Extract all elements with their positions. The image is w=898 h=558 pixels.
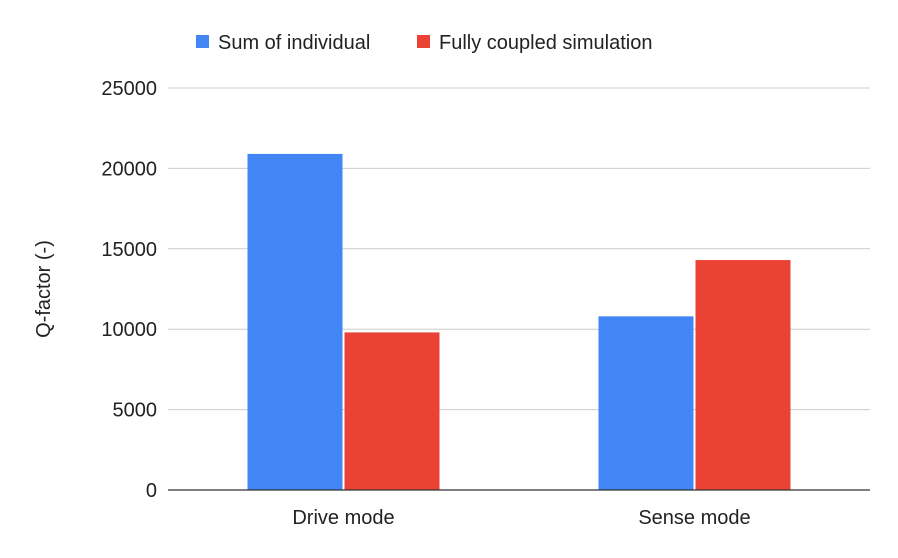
y-axis-title: Q-factor (-) [33,240,55,338]
legend-swatch-sum-of-individual [196,35,209,48]
y-tick-label: 10000 [101,319,157,341]
y-tick-label: 20000 [101,158,157,180]
legend-label-sum-of-individual: Sum of individual [218,32,370,54]
legend-swatch-fully-coupled-simulation [417,35,430,48]
x-tick-label: Drive mode [292,507,394,529]
legend-label-fully-coupled-simulation: Fully coupled simulation [439,32,652,54]
legend: Sum of individual Fully coupled simulati… [196,32,652,54]
y-tick-label: 5000 [113,400,158,422]
axes: 0 5000 10000 15000 20000 25000 Drive mode Sense… [101,78,870,529]
bars [247,153,791,491]
x-tick-label: Sense mode [638,507,750,529]
bar-sum-of-individual-drive-mode [247,153,343,491]
bar-fully-coupled-simulation-drive-mode [344,332,440,490]
y-tick-label: 0 [146,480,157,502]
bar-fully-coupled-simulation-sense-mode [695,260,791,490]
bar-sum-of-individual-sense-mode [598,316,694,490]
y-tick-label: 25000 [101,78,157,100]
y-tick-label: 15000 [101,239,157,261]
